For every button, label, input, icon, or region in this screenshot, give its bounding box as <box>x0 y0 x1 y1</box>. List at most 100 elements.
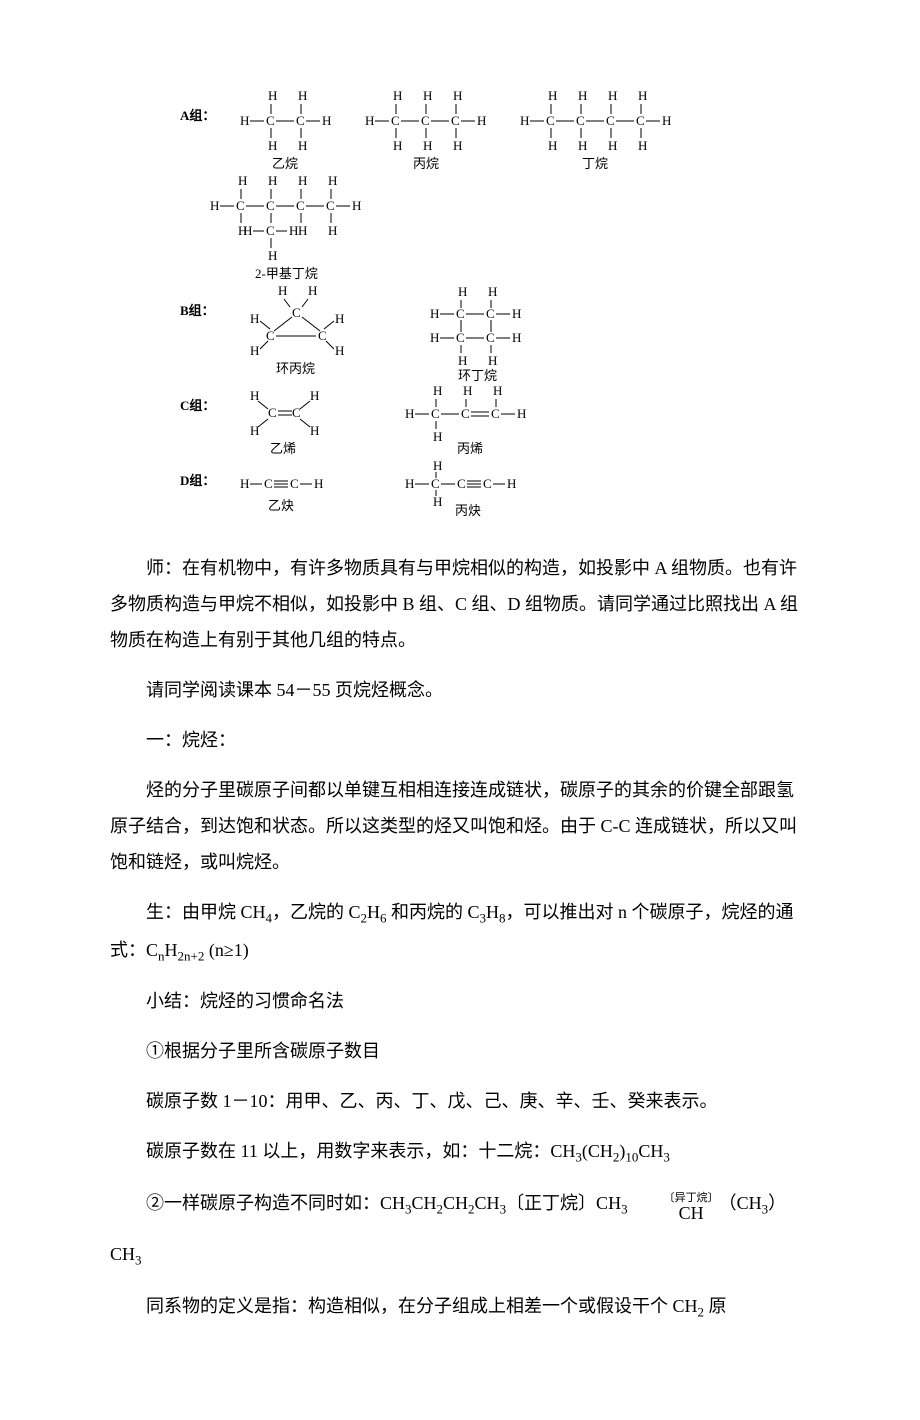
svg-text:C: C <box>266 198 275 213</box>
svg-text:C: C <box>457 476 466 491</box>
svg-text:C: C <box>391 113 400 128</box>
svg-text:H: H <box>507 476 516 491</box>
svg-text:H: H <box>488 284 497 299</box>
paragraph-rule2: ②一样碳原子构造不同时如：CH3CH2CH2CH3〔正丁烷〕CH3〔异丁烷〕CH… <box>110 1185 810 1223</box>
svg-text:H: H <box>268 88 277 103</box>
svg-text:H: H <box>298 223 307 238</box>
svg-text:H: H <box>278 283 287 298</box>
svg-text:C: C <box>461 406 470 421</box>
svg-text:H: H <box>335 343 344 358</box>
svg-text:C: C <box>421 113 430 128</box>
svg-text:C: C <box>486 306 495 321</box>
svg-text:H: H <box>314 476 323 491</box>
svg-text:H: H <box>365 113 374 128</box>
svg-text:C: C <box>266 328 275 343</box>
group-a-label: A组： <box>180 108 215 123</box>
paragraph-student-formula: 生：由甲烷 CH4，乙烷的 C2H6 和丙烷的 C3H8，可以推出对 n 个碳原… <box>110 894 810 969</box>
svg-text:H: H <box>638 138 647 153</box>
svg-text:H: H <box>578 88 587 103</box>
svg-text:H: H <box>250 343 259 358</box>
paragraph-rule2-tail: CH3 <box>110 1236 810 1274</box>
svg-text:H: H <box>512 330 521 345</box>
svg-text:H: H <box>240 113 249 128</box>
paragraph-homolog: 同系物的定义是指：构造相似，在分子组成上相差一个或假设干个 CH2 原 <box>110 1288 810 1326</box>
propyne-label: 丙炔 <box>455 503 481 518</box>
svg-text:H: H <box>322 113 331 128</box>
svg-text:C: C <box>431 476 440 491</box>
svg-text:H: H <box>405 406 414 421</box>
svg-text:H: H <box>250 423 259 438</box>
svg-text:H: H <box>310 388 319 403</box>
svg-text:C: C <box>290 476 299 491</box>
paragraph-teacher-intro: 师：在有机物中，有许多物质具有与甲烷相似的构造，如投影中 A 组物质。也有许多物… <box>110 550 810 658</box>
svg-text:H: H <box>512 306 521 321</box>
svg-text:H: H <box>458 353 467 368</box>
svg-text:H: H <box>250 311 259 326</box>
svg-text:C: C <box>292 305 301 320</box>
svg-text:H: H <box>405 476 414 491</box>
paragraph-read-textbook: 请同学阅读课本 54－55 页烷烃概念。 <box>110 672 810 708</box>
svg-text:H: H <box>268 173 277 188</box>
paragraph-carbon-11plus: 碳原子数在 11 以上，用数字来表示，如：十二烷：CH3(CH2)10CH3 <box>110 1133 810 1171</box>
svg-text:H: H <box>458 284 467 299</box>
svg-text:H: H <box>433 383 442 398</box>
svg-text:H: H <box>488 353 497 368</box>
svg-text:H: H <box>328 223 337 238</box>
propene-structure: HHH H C C CH H 丙烯 <box>405 383 526 456</box>
paragraph-summary: 小结：烷烃的习惯命名法 <box>110 983 810 1019</box>
propyne-structure: H H C C CH H 丙炔 <box>405 458 516 518</box>
svg-text:C: C <box>546 113 555 128</box>
svg-text:H: H <box>393 88 402 103</box>
cyclobutane-structure: HH H C CH H C CH HH 环丁烷 <box>430 284 521 383</box>
ethane-label: 乙烷 <box>272 156 298 171</box>
propene-label: 丙烯 <box>457 441 483 456</box>
svg-text:H: H <box>493 383 502 398</box>
svg-text:H: H <box>423 138 432 153</box>
methylbutane-structure: HHHH H C C C C H HHH H CH H 2-甲基丁烷 <box>210 173 361 281</box>
svg-text:H: H <box>433 458 442 473</box>
svg-text:H: H <box>662 113 671 128</box>
svg-text:H: H <box>243 223 252 238</box>
svg-text:H: H <box>477 113 486 128</box>
propane-label: 丙烷 <box>413 156 439 171</box>
svg-text:C: C <box>266 223 275 238</box>
svg-text:H: H <box>638 88 647 103</box>
svg-text:H: H <box>433 494 442 509</box>
methylbutane-label: 2-甲基丁烷 <box>255 266 318 281</box>
svg-text:H: H <box>268 248 277 263</box>
ethene-label: 乙烯 <box>270 441 296 456</box>
svg-text:H: H <box>517 406 526 421</box>
svg-text:H: H <box>608 138 617 153</box>
svg-text:C: C <box>296 198 305 213</box>
ethane-structure: HH H C C H HH 乙烷 <box>240 88 331 171</box>
svg-text:C: C <box>296 113 305 128</box>
cyclopropane-label: 环丙烷 <box>276 361 315 376</box>
svg-text:H: H <box>433 429 442 444</box>
ethyne-label: 乙炔 <box>268 498 294 513</box>
paragraph-rule1: ①根据分子里所含碳原子数目 <box>110 1033 810 1069</box>
svg-text:H: H <box>608 88 617 103</box>
svg-text:H: H <box>352 198 361 213</box>
svg-text:C: C <box>292 405 301 420</box>
svg-text:H: H <box>548 88 557 103</box>
propane-structure: HHH H C C C H HHH 丙烷 <box>365 88 486 171</box>
svg-text:H: H <box>298 138 307 153</box>
butane-label: 丁烷 <box>582 156 608 171</box>
svg-text:H: H <box>238 173 247 188</box>
ethene-structure: HH C C HH 乙烯 <box>250 388 319 456</box>
svg-text:H: H <box>423 88 432 103</box>
svg-text:H: H <box>393 138 402 153</box>
svg-text:H: H <box>298 173 307 188</box>
svg-text:H: H <box>268 138 277 153</box>
svg-text:H: H <box>430 330 439 345</box>
svg-text:H: H <box>310 423 319 438</box>
svg-text:C: C <box>326 198 335 213</box>
svg-text:H: H <box>210 198 219 213</box>
svg-text:C: C <box>456 306 465 321</box>
cyclobutane-label: 环丁烷 <box>458 368 497 383</box>
svg-text:H: H <box>240 476 249 491</box>
svg-text:C: C <box>491 406 500 421</box>
svg-text:C: C <box>264 476 273 491</box>
paragraph-carbon-1-10: 碳原子数 1－10：用甲、乙、丙、丁、戊、己、庚、辛、壬、癸来表示。 <box>110 1083 810 1119</box>
cyclopropane-structure: HH C H H CC H H 环丙烷 <box>250 283 344 376</box>
